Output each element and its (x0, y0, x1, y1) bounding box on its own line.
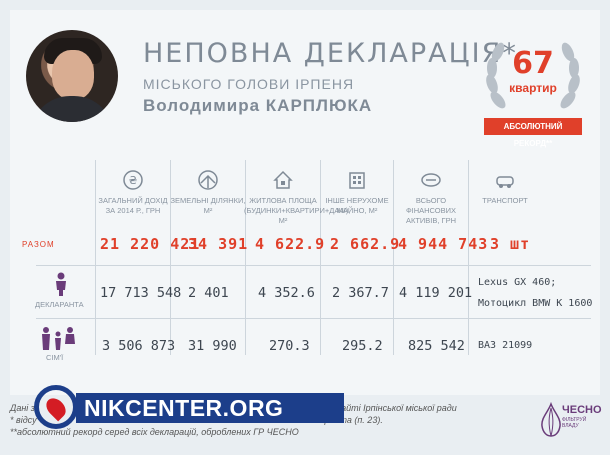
total-financial-assets: 4 944 743 (398, 235, 489, 253)
row-label-declarant: ДЕКЛАРАНТА (35, 300, 84, 309)
divider (36, 265, 591, 266)
divider (95, 160, 96, 355)
building-icon (349, 172, 365, 189)
family-income: 3 506 873 (102, 338, 176, 354)
declarant-financial-assets: 4 119 201 (399, 285, 473, 301)
rank-label: квартир (509, 81, 557, 95)
laurel-icon (486, 42, 580, 109)
family-icon (42, 327, 75, 350)
divider (393, 160, 394, 355)
onion-icon (541, 402, 561, 437)
money-icon: ₴ (123, 170, 143, 190)
chesno-logo: ЧЕСНО ФІЛЬТРУЙ ВЛАДУ (540, 400, 602, 440)
row-label-family: СІМ'Ї (46, 353, 64, 362)
column-header-living-area: ЖИТЛОВА ПЛОЩА (БУДИНКИ+КВАРТИРИ+ДАЧІ), М… (244, 196, 351, 225)
rank-number: 67 (512, 46, 554, 81)
column-header-income: ЗАГАЛЬНИЙ ДОХІД ЗА 2014 Р., ГРН (98, 196, 168, 215)
divider (170, 160, 171, 355)
column-header-financial-assets: ВСЬОГО ФІНАНСОВИХ АКТИВІВ, ГРН (405, 196, 457, 225)
watermark-text: NIKCENTER.ORG (76, 393, 344, 423)
family-land: 31 990 (188, 338, 237, 354)
total-living-area: 4 622.9 (255, 235, 326, 253)
page-title: НЕПОВНА ДЕКЛАРАЦІЯ* (143, 38, 518, 69)
total-other-property: 2 662.9 (330, 235, 401, 253)
family-transport: ВАЗ 21099 (478, 340, 533, 351)
total-land: 34 391 (188, 235, 249, 253)
declarant-land: 2 401 (188, 285, 229, 301)
declarant-transport-car: Lexus GX 460; (478, 277, 557, 288)
declarant-living-area: 4 352.6 (258, 285, 315, 301)
person-icon (56, 272, 66, 296)
total-transport: 3 шт (490, 235, 531, 253)
column-header-land: ЗЕМЕЛЬНІ ДІЛЯНКИ, М² (170, 196, 246, 215)
total-income: 21 220 421 (100, 235, 201, 253)
divider (36, 318, 591, 319)
declarant-transport-moto: Мотоцикл BMW K 1600 (478, 298, 593, 309)
house-icon (273, 170, 293, 189)
divider (245, 160, 246, 355)
family-financial-assets: 825 542 (408, 338, 465, 354)
column-header-transport: ТРАНСПОРТ (482, 196, 528, 205)
record-badge: 67 квартир АБСОЛЮТНИЙ РЕКОРД** (478, 28, 588, 148)
land-icon (198, 170, 218, 190)
declarant-income: 17 713 548 (100, 285, 182, 301)
wallet-icon (421, 173, 441, 187)
divider (468, 160, 469, 355)
car-icon (496, 176, 514, 188)
record-ribbon: АБСОЛЮТНИЙ РЕКОРД** (484, 118, 582, 148)
totals-label: РАЗОМ (22, 240, 55, 249)
page-subtitle: МІСЬКОГО ГОЛОВИ ІРПЕНЯ (143, 76, 355, 92)
declarant-other-property: 2 367.7 (332, 285, 389, 301)
logo-text: ЧЕСНО (562, 404, 602, 416)
divider (320, 160, 321, 355)
footnote-record: **абсолютний рекорд серед всіх деклараці… (10, 427, 299, 437)
logo-subtext: ФІЛЬТРУЙ ВЛАДУ (562, 417, 587, 429)
column-header-other-property: ІНШЕ НЕРУХОМЕ МАЙНО, М² (325, 196, 389, 215)
svg-text:₴: ₴ (129, 174, 138, 187)
family-living-area: 270.3 (269, 338, 310, 354)
person-name: Володимира КАРПЛЮКА (143, 96, 373, 115)
portrait-photo (26, 30, 118, 122)
watermark-ring-icon (34, 385, 78, 429)
family-other-property: 295.2 (342, 338, 383, 354)
